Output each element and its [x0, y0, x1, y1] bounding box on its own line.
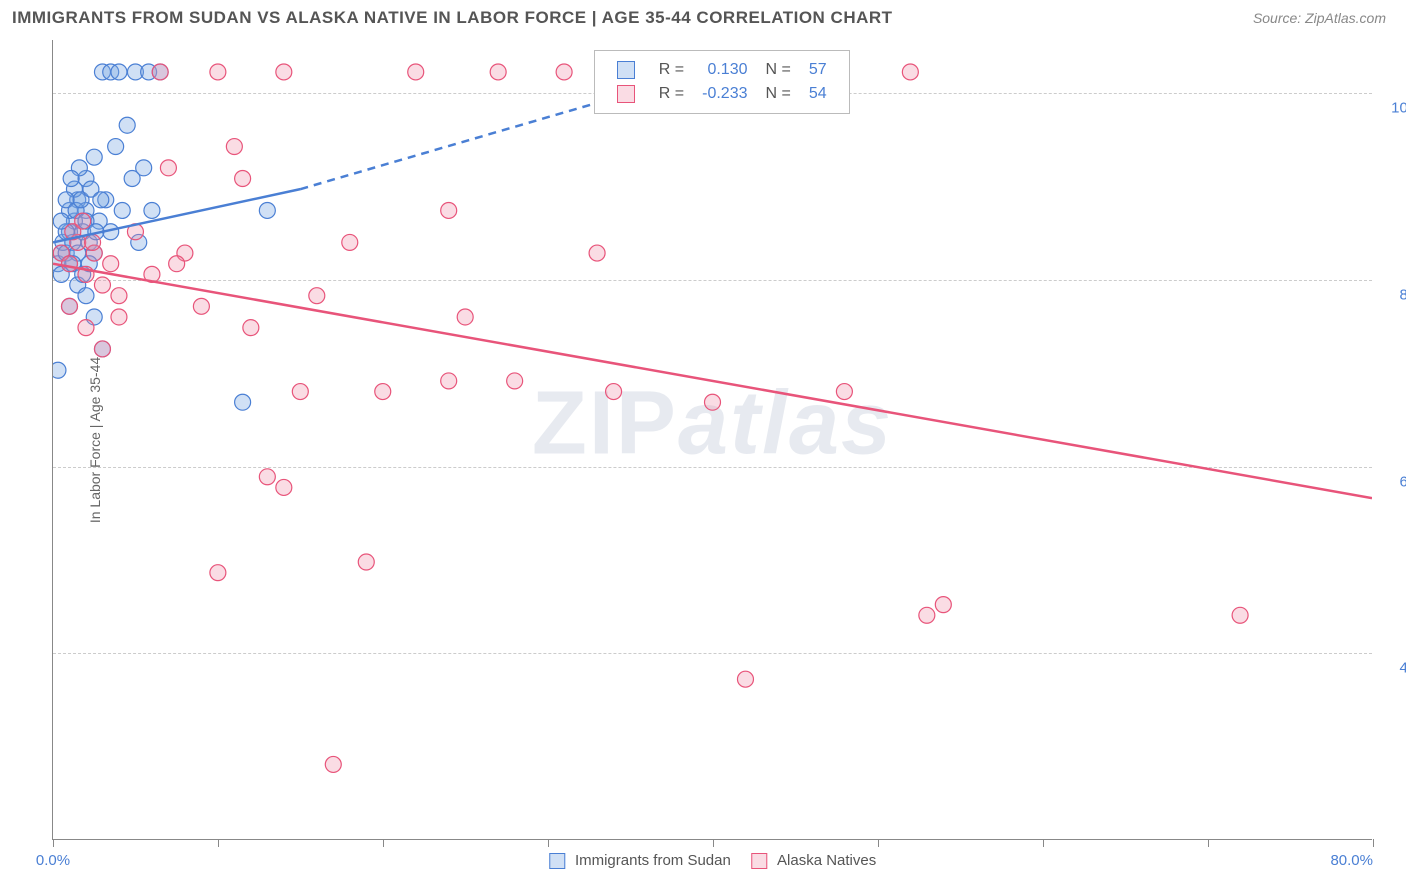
data-point [342, 234, 358, 250]
r-label: R = [659, 61, 684, 78]
trend-line [53, 264, 1372, 498]
data-point [103, 256, 119, 272]
data-point [507, 373, 523, 389]
data-point [152, 64, 168, 80]
swatch-series2 [617, 85, 635, 103]
plot-area: ZIPatlas R = 0.130 N = 57 R = -0.233 N =… [52, 40, 1372, 840]
swatch-series1 [617, 61, 635, 79]
data-point [53, 362, 66, 378]
bottom-legend: Immigrants from Sudan Alaska Natives [549, 852, 876, 869]
data-point [193, 298, 209, 314]
data-point [309, 288, 325, 304]
legend-row-series2: R = -0.233 N = 54 [609, 83, 835, 105]
trend-line-dashed [300, 93, 630, 189]
data-point [589, 245, 605, 261]
data-point [441, 373, 457, 389]
xtick [218, 839, 219, 847]
data-point [94, 277, 110, 293]
n-label: N = [766, 85, 791, 102]
n-label: N = [766, 61, 791, 78]
data-point [705, 394, 721, 410]
xtick [548, 839, 549, 847]
data-point [169, 256, 185, 272]
data-point [276, 479, 292, 495]
data-point [75, 213, 91, 229]
data-point [325, 756, 341, 772]
n-value-series2: 54 [809, 85, 827, 102]
data-point [441, 202, 457, 218]
n-value-series1: 57 [809, 61, 827, 78]
ytick-label: 100.0% [1382, 100, 1406, 117]
swatch-series2 [752, 853, 768, 869]
data-point [61, 256, 77, 272]
data-point [902, 64, 918, 80]
xtick [878, 839, 879, 847]
data-point [78, 288, 94, 304]
data-point [114, 202, 130, 218]
ytick-label: 82.5% [1382, 287, 1406, 304]
data-point [61, 298, 77, 314]
data-point [93, 192, 109, 208]
data-point [108, 139, 124, 155]
data-point [111, 288, 127, 304]
data-point [836, 384, 852, 400]
data-point [259, 469, 275, 485]
chart-container: In Labor Force | Age 35-44 ZIPatlas R = … [40, 40, 1380, 840]
data-point [160, 160, 176, 176]
data-point [243, 320, 259, 336]
data-point [210, 64, 226, 80]
stats-legend: R = 0.130 N = 57 R = -0.233 N = 54 [594, 50, 850, 114]
ytick-label: 65.0% [1382, 473, 1406, 490]
data-point [235, 171, 251, 187]
data-point [94, 341, 110, 357]
xtick [1208, 839, 1209, 847]
data-point [63, 171, 79, 187]
ytick-label: 47.5% [1382, 660, 1406, 677]
data-point [86, 149, 102, 165]
data-point [210, 565, 226, 581]
legend-label-series2: Alaska Natives [777, 852, 876, 869]
data-point [144, 202, 160, 218]
legend-row-series1: R = 0.130 N = 57 [609, 59, 835, 81]
data-point [457, 309, 473, 325]
data-point [737, 671, 753, 687]
xtick [383, 839, 384, 847]
source-label: Source: ZipAtlas.com [1253, 10, 1386, 26]
data-point [259, 202, 275, 218]
data-point [408, 64, 424, 80]
r-value-series2: -0.233 [702, 85, 747, 102]
data-point [119, 117, 135, 133]
data-point [1232, 607, 1248, 623]
data-point [490, 64, 506, 80]
data-point [235, 394, 251, 410]
data-point [292, 384, 308, 400]
xtick [713, 839, 714, 847]
xtick [1373, 839, 1374, 847]
data-point [136, 160, 152, 176]
legend-label-series1: Immigrants from Sudan [575, 852, 731, 869]
data-point [111, 64, 127, 80]
swatch-series1 [549, 853, 565, 869]
chart-svg [53, 40, 1372, 839]
xtick [1043, 839, 1044, 847]
data-point [358, 554, 374, 570]
data-point [276, 64, 292, 80]
data-point [85, 234, 101, 250]
xtick-label: 80.0% [1330, 852, 1373, 869]
data-point [556, 64, 572, 80]
r-label: R = [659, 85, 684, 102]
r-value-series1: 0.130 [707, 61, 747, 78]
data-point [111, 309, 127, 325]
data-point [226, 139, 242, 155]
data-point [935, 597, 951, 613]
xtick [53, 839, 54, 847]
data-point [78, 320, 94, 336]
xtick-label: 0.0% [36, 852, 70, 869]
data-point [606, 384, 622, 400]
data-point [375, 384, 391, 400]
data-point [919, 607, 935, 623]
page-title: IMMIGRANTS FROM SUDAN VS ALASKA NATIVE I… [12, 8, 893, 28]
